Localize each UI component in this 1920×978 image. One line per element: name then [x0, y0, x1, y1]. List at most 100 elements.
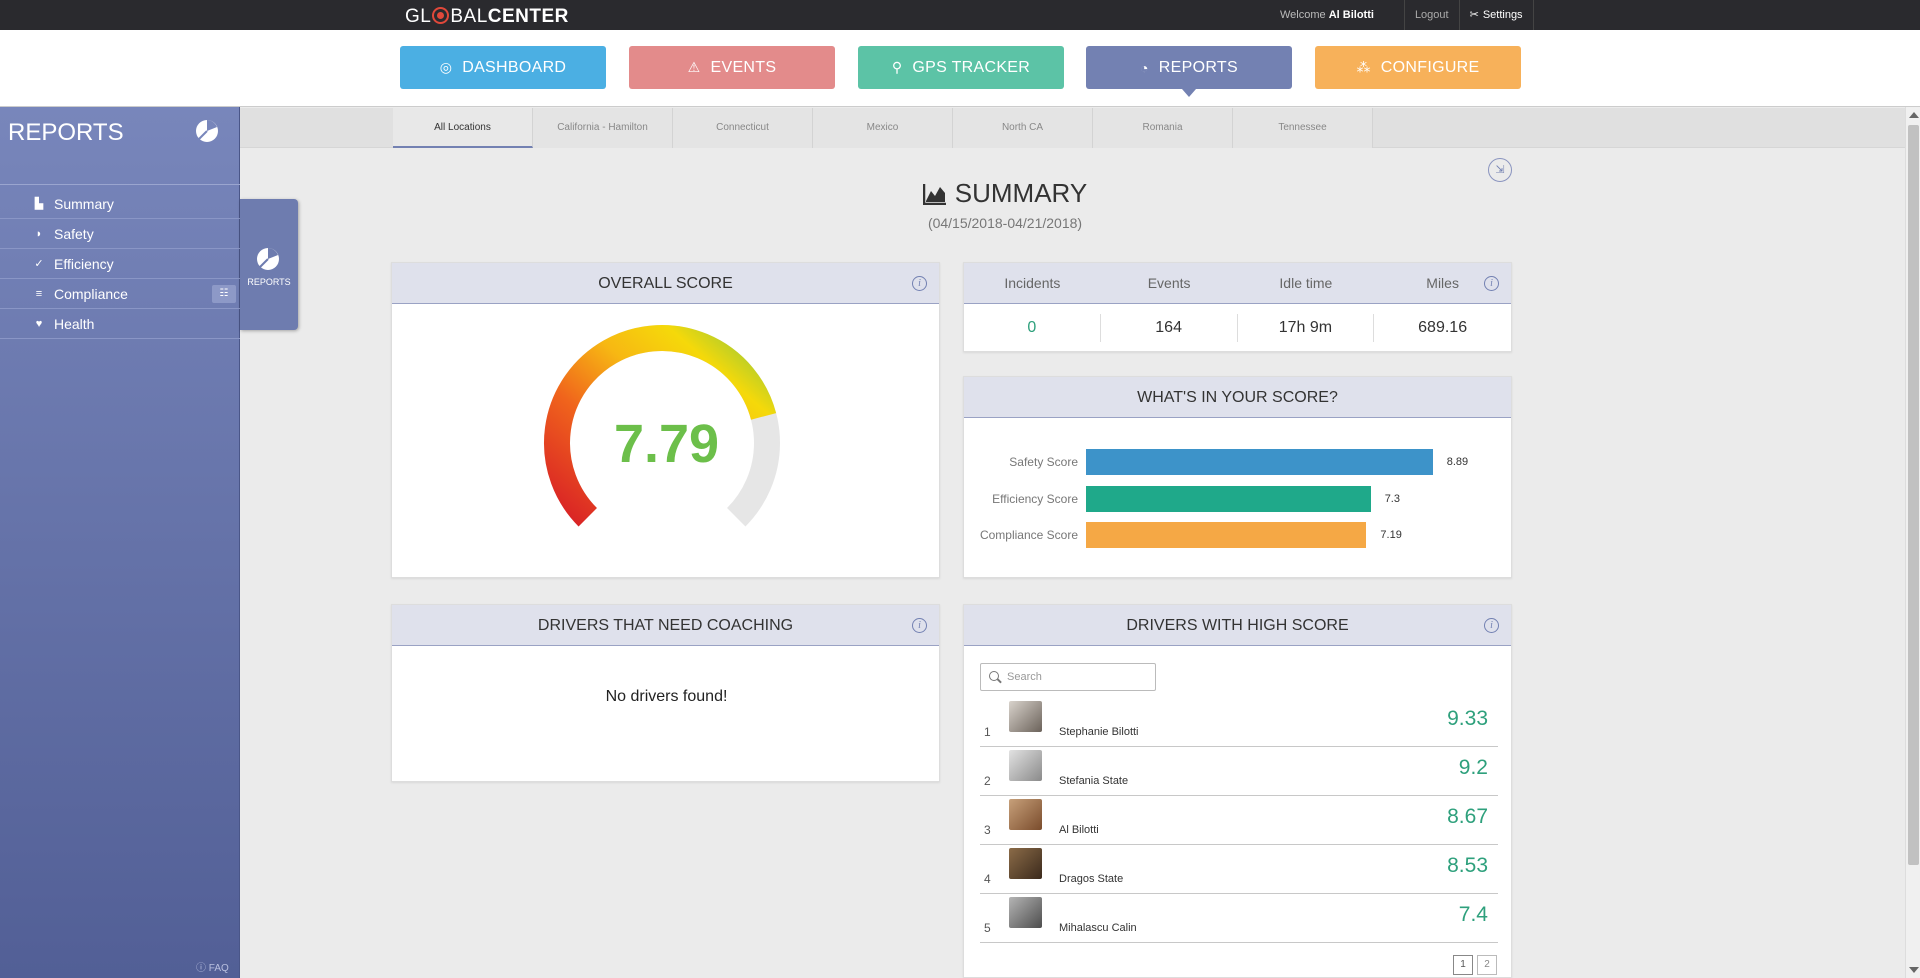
- coaching-title: DRIVERS THAT NEED COACHING: [537, 617, 794, 634]
- pagination: 1 2: [1453, 955, 1497, 975]
- driver-rank: 4: [984, 872, 991, 886]
- scroll-down-arrow-icon[interactable]: [1909, 967, 1919, 973]
- nav-events-label: EVENTS: [710, 58, 777, 76]
- avatar: [1009, 848, 1042, 879]
- search-input[interactable]: [1007, 671, 1147, 683]
- tab-romania[interactable]: Romania: [1093, 108, 1233, 148]
- sidebar-item-safety[interactable]: ◗ Safety: [0, 219, 240, 249]
- area-chart-icon: [922, 183, 946, 205]
- faq-label: FAQ: [208, 963, 229, 974]
- driver-row[interactable]: 1 Stephanie Bilotti 9.33: [980, 698, 1498, 747]
- sidebar-title: REPORTS: [8, 119, 124, 146]
- score-bar-row: Compliance Score 7.19: [964, 522, 1513, 548]
- pie-chart-icon: [257, 248, 279, 270]
- network-icon: ⁂: [1356, 59, 1371, 75]
- logout-link[interactable]: Logout: [1403, 0, 1459, 30]
- score-bar: [1086, 522, 1367, 548]
- driver-score: 9.33: [1447, 707, 1488, 730]
- tab-all-locations[interactable]: All Locations: [393, 108, 533, 148]
- nav-reports-button[interactable]: ◔ REPORTS: [1086, 46, 1292, 97]
- dashboard-icon: ◎: [439, 59, 453, 75]
- panel-header: DRIVERS THAT NEED COACHING i: [392, 605, 939, 646]
- nav-gps-label: GPS TRACKER: [912, 58, 1031, 76]
- driver-search[interactable]: [980, 663, 1156, 691]
- compliance-settings-icon[interactable]: ☷: [212, 285, 236, 303]
- stat-label-incidents: Incidents: [1004, 275, 1061, 291]
- settings-button[interactable]: ✂ Settings: [1458, 0, 1534, 30]
- brand-logo[interactable]: GL BALCENTER: [405, 5, 569, 28]
- tab-mexico[interactable]: Mexico: [813, 108, 953, 148]
- brand-text-3: CENTER: [487, 6, 569, 27]
- info-icon[interactable]: i: [1484, 618, 1499, 633]
- brand-text-2: BAL: [450, 6, 488, 27]
- score-bar: [1086, 449, 1433, 475]
- sidebar-item-health[interactable]: ♥ Health: [0, 309, 240, 339]
- driver-score: 8.53: [1447, 854, 1488, 877]
- driver-name[interactable]: Stefania State: [1059, 775, 1129, 787]
- stat-events-value[interactable]: 164: [1101, 314, 1238, 342]
- info-icon[interactable]: i: [1484, 276, 1499, 291]
- summary-title-label: SUMMARY: [954, 178, 1088, 208]
- nav-gps-button[interactable]: ⚲ GPS TRACKER: [858, 46, 1064, 89]
- sidebar-item-summary[interactable]: ▙ Summary: [0, 189, 240, 219]
- nav-dashboard-button[interactable]: ◎ DASHBOARD: [400, 46, 606, 89]
- driver-rank: 3: [984, 823, 991, 837]
- page-1-button[interactable]: 1: [1453, 955, 1473, 975]
- sidebar-item-label: Compliance: [54, 285, 128, 302]
- page-title: SUMMARY: [860, 178, 1150, 209]
- stats-values: 0 164 17h 9m 689.16: [964, 304, 1511, 352]
- high-score-panel: DRIVERS WITH HIGH SCORE i 1 Stephanie Bi…: [963, 604, 1512, 978]
- reports-side-tab[interactable]: REPORTS: [240, 199, 298, 330]
- bar-value: 8.89: [1446, 456, 1469, 468]
- bar-value: 7.19: [1380, 529, 1402, 541]
- driver-row[interactable]: 4 Dragos State 8.53: [980, 845, 1498, 894]
- sidebar-item-efficiency[interactable]: ✓ Efficiency: [0, 249, 240, 279]
- info-icon[interactable]: i: [912, 276, 927, 291]
- avatar: [1009, 897, 1042, 928]
- sidebar: REPORTS ▙ Summary ◗ Safety ✓ Efficiency ≡ Co…: [0, 107, 240, 978]
- driver-row[interactable]: 2 Stefania State 9.2: [980, 747, 1498, 796]
- scroll-thumb[interactable]: [1908, 125, 1919, 865]
- warning-icon: ⚠: [687, 59, 701, 75]
- info-icon[interactable]: i: [912, 618, 927, 633]
- tab-north-ca[interactable]: North CA: [953, 108, 1093, 148]
- high-score-title: DRIVERS WITH HIGH SCORE: [1126, 617, 1349, 634]
- panel-header: OVERALL SCORE i: [392, 263, 939, 304]
- sidebar-item-label: Safety: [54, 225, 94, 242]
- check-circle-icon: ✓: [34, 258, 44, 270]
- settings-label: Settings: [1482, 9, 1523, 21]
- location-tabs: All Locations California - Hamilton Conn…: [240, 108, 1905, 148]
- scroll-up-arrow-icon[interactable]: [1909, 112, 1919, 118]
- stat-idle-time-value: 17h 9m: [1238, 314, 1375, 342]
- nav-configure-button[interactable]: ⁂ CONFIGURE: [1315, 46, 1521, 89]
- page-2-button[interactable]: 2: [1477, 955, 1497, 975]
- bar-label: Efficiency Score: [992, 492, 1078, 506]
- tab-tennessee[interactable]: Tennessee: [1233, 108, 1373, 148]
- nav-events-button[interactable]: ⚠ EVENTS: [629, 46, 835, 89]
- brand-text-1: GL: [405, 6, 432, 27]
- sidebar-item-compliance[interactable]: ≡ Compliance ☷: [0, 279, 240, 309]
- driver-row[interactable]: 5 Mihalascu Calin 7.4: [980, 894, 1498, 943]
- sidebar-item-label: Efficiency: [54, 255, 114, 272]
- top-bar: GL BALCENTER Welcome Al Bilotti Logout ✂ …: [0, 0, 1920, 30]
- heartbeat-icon: ♥: [35, 317, 43, 330]
- export-icon[interactable]: ⇲: [1488, 158, 1512, 182]
- target-logo-icon: [432, 7, 450, 24]
- driver-name[interactable]: Mihalascu Calin: [1059, 922, 1137, 934]
- overall-score-title: OVERALL SCORE: [598, 275, 733, 292]
- driver-name[interactable]: Stephanie Bilotti: [1059, 726, 1139, 738]
- sidebar-divider: [0, 184, 240, 185]
- driver-row[interactable]: 3 Al Bilotti 8.67: [980, 796, 1498, 845]
- driver-name[interactable]: Dragos State: [1059, 873, 1124, 885]
- user-name: Al Bilotti: [1328, 9, 1374, 21]
- driver-name[interactable]: Al Bilotti: [1059, 824, 1099, 836]
- overall-score-panel: OVERALL SCORE i 7.79: [391, 262, 940, 578]
- tab-connecticut[interactable]: Connecticut: [673, 108, 813, 148]
- faq-link[interactable]: ⓘ FAQ: [196, 963, 229, 974]
- welcome-prefix: Welcome: [1280, 9, 1326, 21]
- bar-label: Safety Score: [1009, 455, 1078, 469]
- search-icon: [989, 671, 1001, 683]
- stat-incidents-value[interactable]: 0: [964, 314, 1101, 342]
- tab-california-hamilton[interactable]: California - Hamilton: [533, 108, 673, 148]
- page-scrollbar[interactable]: [1905, 107, 1920, 978]
